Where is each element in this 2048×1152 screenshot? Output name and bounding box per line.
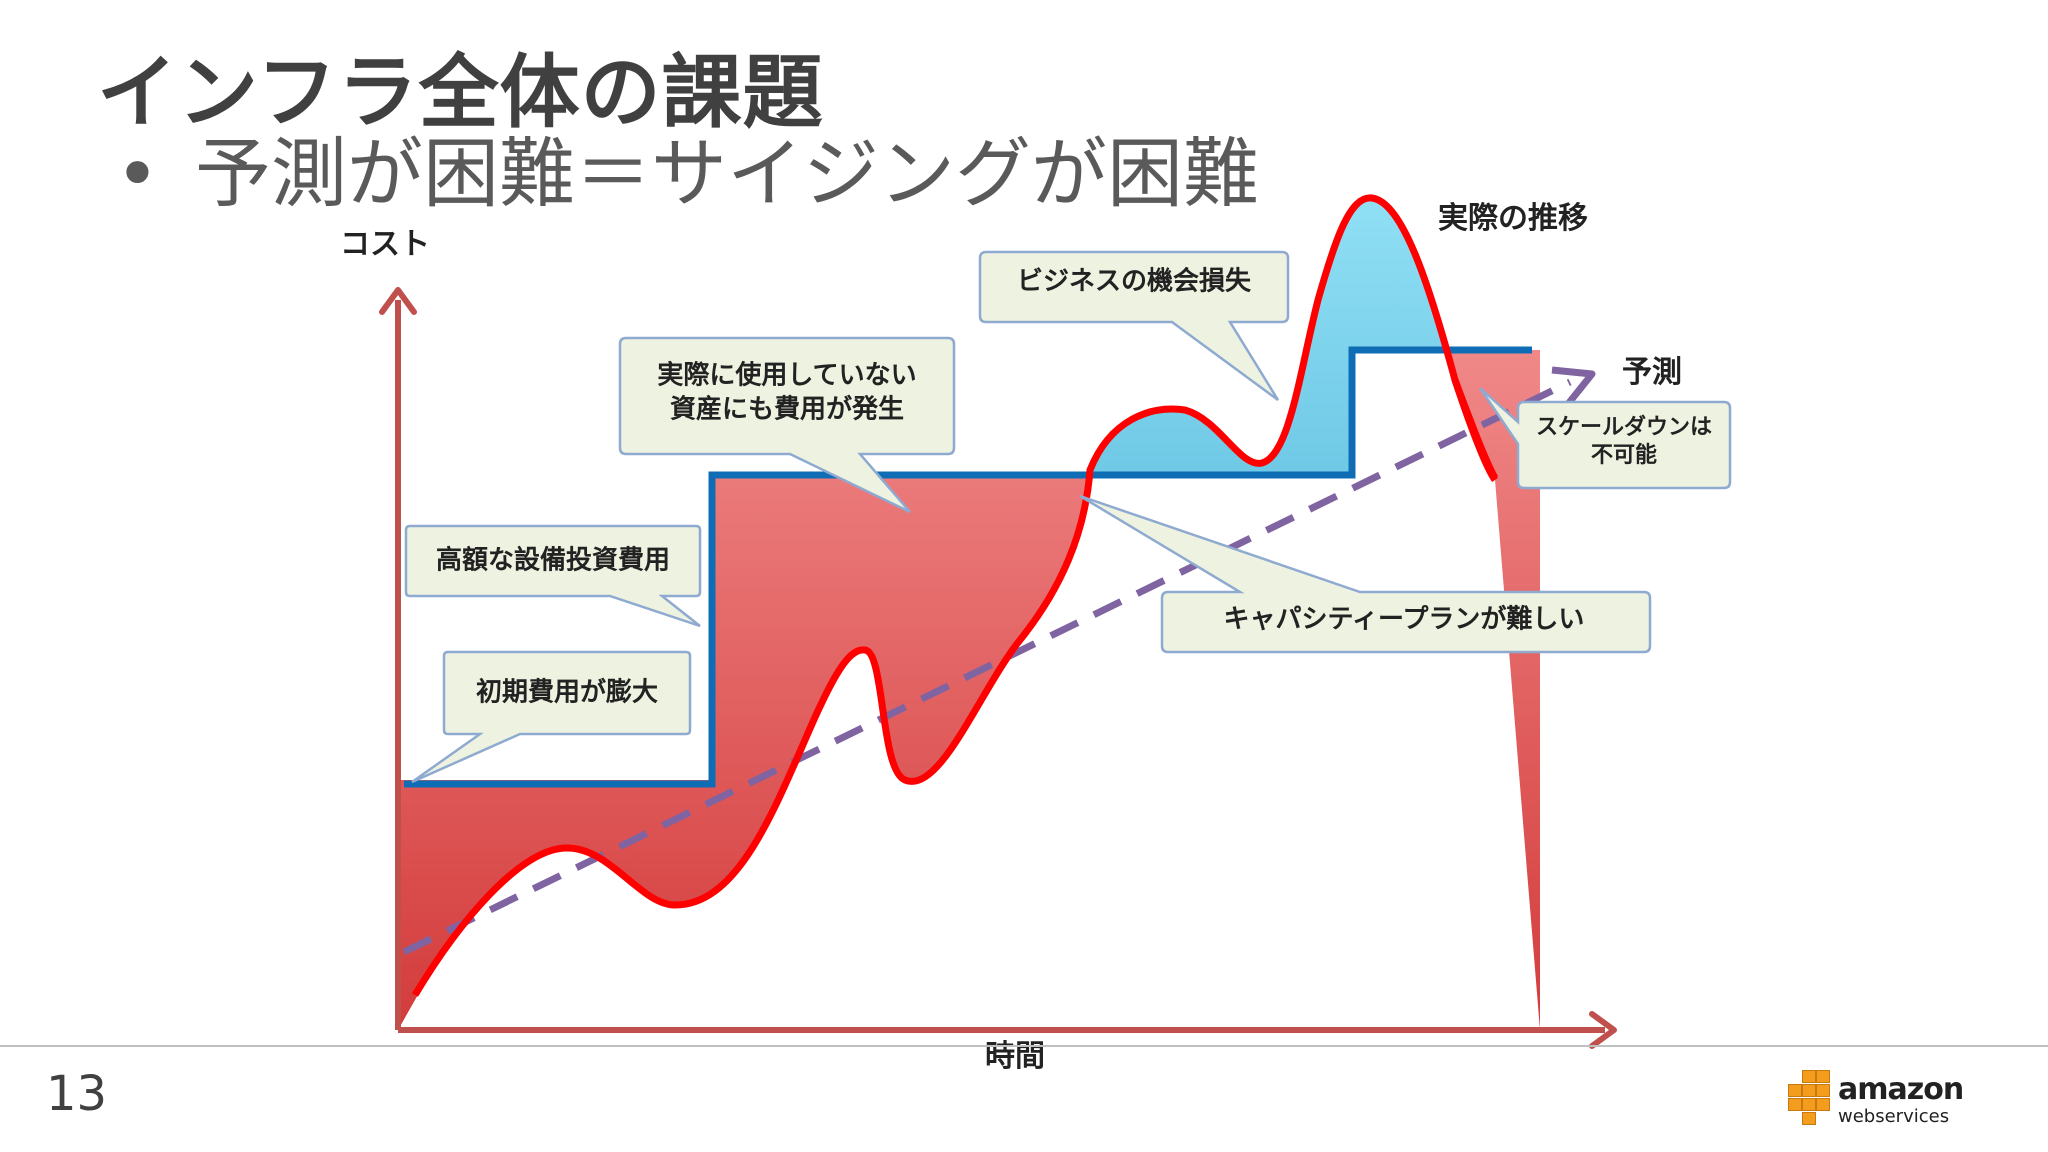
x-axis-label: 時間 — [985, 1039, 1045, 1074]
forecast-arrow-icon — [1551, 366, 1596, 407]
axes — [379, 287, 1617, 1049]
aws-logo: amazon webservices — [1786, 1070, 1964, 1130]
callout-unused-line2: 資産にも費用が発生 — [670, 394, 904, 425]
callout-unused-assets: 実際に使用していない 資産にも費用が発生 — [618, 336, 956, 514]
callout-scale-down-line2: 不可能 — [1591, 442, 1657, 468]
bullet-text: 予測が困難＝サイジングが困難 — [195, 129, 1259, 218]
slide-title: インフラ全体の課題 — [97, 46, 824, 139]
aws-logo-brand: amazon — [1838, 1072, 1964, 1107]
y-axis-label: コスト — [340, 227, 430, 262]
callout-capex-text: 高額な設備投資費用 — [436, 545, 670, 576]
callout-unused-line1: 実際に使用していない — [657, 360, 916, 391]
actual-curve-tail — [1451, 378, 1499, 480]
callout-scale-down-line1: スケールダウンは — [1536, 414, 1712, 440]
callout-initial-cost-text: 初期費用が膨大 — [476, 677, 658, 708]
aws-logo-sub: webservices — [1838, 1106, 1950, 1127]
callout-scale-down: スケールダウンは 不可能 — [1478, 387, 1732, 490]
unused-capacity-area — [398, 350, 1540, 1030]
page-number: 13 — [46, 1066, 108, 1122]
callout-opportunity-loss-text: ビジネスの機会損失 — [1017, 267, 1252, 297]
callout-opportunity-loss: ビジネスの機会損失 — [978, 250, 1290, 402]
callout-capacity-planning: キャパシティープランが難しい — [1079, 494, 1652, 654]
bullet-item: • 予測が困難＝サイジングが困難 — [115, 112, 1259, 222]
forecast-label: 予測 — [1622, 355, 1682, 390]
footer-divider — [0, 1045, 2048, 1047]
bullet-dot-icon: • — [115, 129, 160, 218]
capacity-step-line — [404, 346, 1532, 788]
y-axis-arrow-icon — [379, 287, 417, 315]
callout-capacity-planning-text: キャパシティープランが難しい — [1224, 604, 1585, 635]
callout-initial-cost: 初期費用が膨大 — [411, 650, 692, 784]
actual-label: 実際の推移 — [1438, 201, 1588, 236]
callout-capex: 高額な設備投資費用 — [404, 524, 702, 628]
x-axis-arrow-icon — [1589, 1011, 1617, 1049]
actual-curve — [411, 194, 1498, 997]
